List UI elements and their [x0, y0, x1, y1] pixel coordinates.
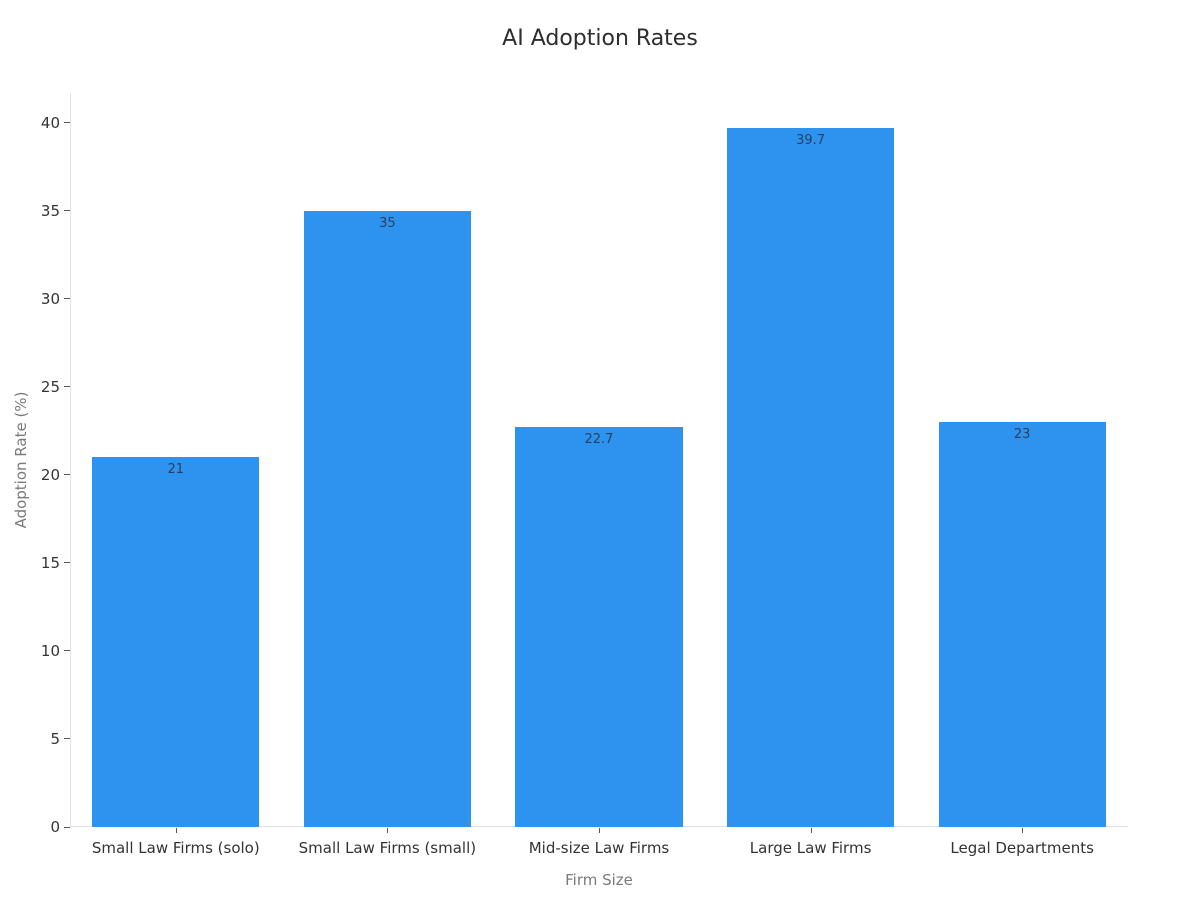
bar: 22.7 — [515, 427, 683, 827]
y-tick-label: 5 — [50, 729, 60, 748]
y-tick-mark — [64, 826, 70, 828]
x-tick-mark — [599, 828, 600, 833]
bar: 23 — [938, 422, 1106, 827]
bar-value-label: 23 — [1013, 427, 1031, 443]
y-tick-mark — [64, 298, 70, 300]
bar-value-label: 21 — [167, 462, 185, 478]
y-tick-mark — [64, 562, 70, 564]
x-tick-mark — [810, 828, 812, 833]
x-tick-mark — [387, 828, 389, 833]
y-tick-label: 15 — [40, 553, 60, 572]
bar-value-label: 35 — [379, 215, 396, 231]
y-tick-mark — [64, 474, 70, 476]
y-tick-label: 35 — [40, 201, 60, 220]
y-tick-mark — [64, 386, 70, 388]
bar: 39.7 — [727, 128, 895, 827]
x-tick-label: Small Law Firms (small) — [298, 839, 477, 857]
x-axis-title: Firm Size — [565, 871, 633, 889]
y-tick-label: 25 — [40, 377, 60, 396]
x-tick-label: Small Law Firms (solo) — [91, 839, 260, 857]
y-tick-label: 0 — [50, 818, 60, 836]
bar-value-label: 22.7 — [584, 432, 614, 448]
y-tick-mark — [64, 122, 70, 124]
x-tick-mark — [1022, 828, 1024, 833]
bar: 35 — [303, 210, 471, 827]
y-axis-title: Adoption Rate (%) — [12, 391, 30, 529]
bar: 21 — [92, 457, 260, 827]
chart-title: AI Adoption Rates — [502, 26, 698, 51]
y-tick-label: 30 — [40, 289, 60, 308]
y-tick-mark — [64, 650, 70, 652]
x-tick-label: Mid-size Law Firms — [528, 839, 670, 857]
y-tick-label: 40 — [40, 113, 60, 132]
x-tick-mark — [175, 828, 177, 833]
y-tick-label: 10 — [40, 641, 60, 660]
x-tick-label: Legal Departments — [950, 839, 1094, 857]
bar-value-label: 39.7 — [796, 133, 826, 149]
y-tick-mark — [64, 210, 70, 212]
x-tick-label: Large Law Firms — [749, 839, 872, 857]
y-tick-mark — [64, 738, 70, 740]
y-tick-label: 20 — [40, 465, 60, 484]
